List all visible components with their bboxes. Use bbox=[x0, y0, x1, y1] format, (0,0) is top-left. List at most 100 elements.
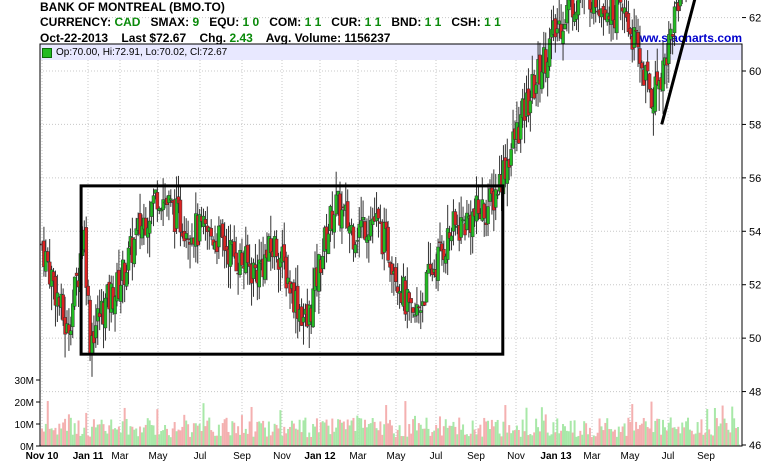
bnd-value: 1 1 bbox=[424, 15, 442, 29]
volume-bar bbox=[563, 426, 566, 446]
volume-bar bbox=[635, 421, 638, 446]
candle-body bbox=[655, 71, 659, 86]
volume-bar bbox=[721, 405, 724, 446]
volume-bar bbox=[317, 432, 320, 446]
volume-bar bbox=[698, 432, 701, 446]
volume-bar bbox=[596, 432, 599, 446]
source-url-link[interactable]: www.siacharts.com bbox=[630, 31, 742, 45]
volume-bar bbox=[117, 426, 120, 446]
volume-bar bbox=[183, 414, 186, 446]
volume-bar bbox=[731, 406, 734, 446]
volume-bar bbox=[458, 417, 461, 446]
volume-bar bbox=[498, 433, 501, 446]
volume-bar bbox=[173, 422, 176, 446]
volume-bar bbox=[135, 428, 138, 446]
candle-body bbox=[245, 244, 250, 263]
volume-bar bbox=[100, 419, 103, 446]
plot-frame bbox=[39, 43, 743, 447]
time-tick-label: Mar bbox=[583, 451, 601, 462]
volume-bar bbox=[125, 418, 128, 446]
ohlc-swatch bbox=[42, 47, 52, 58]
volume-bar bbox=[625, 435, 628, 446]
volume-bar bbox=[723, 418, 726, 446]
volume-bar bbox=[521, 419, 524, 446]
volume-bar bbox=[83, 427, 86, 446]
candle-body bbox=[557, 20, 561, 25]
volume-bar bbox=[214, 435, 217, 446]
volume-bar bbox=[715, 418, 718, 446]
cur-label: CUR: bbox=[331, 15, 362, 29]
bnd-label: BND: bbox=[391, 15, 422, 29]
allocation-row: CURRENCY: CAD SMAX: 9 EQU: 1 0 COM: 1 1 … bbox=[40, 15, 501, 29]
volume-bar bbox=[727, 429, 730, 446]
volume-bar bbox=[271, 431, 274, 446]
volume-bar bbox=[665, 430, 668, 446]
candle-body bbox=[234, 252, 238, 272]
volume-bar bbox=[85, 412, 88, 446]
volume-bar bbox=[502, 421, 505, 446]
volume-bar bbox=[362, 427, 365, 446]
volume-bar bbox=[169, 437, 172, 446]
candle-body bbox=[253, 264, 258, 269]
volume-bar bbox=[237, 426, 240, 446]
candle-body bbox=[126, 247, 131, 271]
volume-bar bbox=[710, 434, 713, 446]
volume-bar bbox=[513, 430, 516, 446]
volume-bar bbox=[569, 420, 572, 446]
candle-body bbox=[351, 226, 356, 250]
volume-bar bbox=[264, 427, 267, 446]
candle-body bbox=[186, 238, 190, 240]
volume-bar bbox=[679, 433, 682, 446]
volume-bar bbox=[437, 428, 440, 446]
price-tick-label: 48 bbox=[749, 387, 761, 399]
price-tick-label: 54 bbox=[749, 226, 761, 238]
volume-bar bbox=[231, 421, 234, 446]
volume-bar bbox=[546, 432, 549, 446]
volume-bar bbox=[588, 427, 591, 446]
volume-bar bbox=[160, 431, 163, 446]
candle-body bbox=[340, 209, 344, 229]
volume-bar bbox=[252, 436, 255, 446]
candle-body bbox=[159, 209, 163, 212]
volume-bar bbox=[364, 419, 367, 446]
volume-bar bbox=[206, 420, 209, 446]
volume-bar bbox=[688, 429, 691, 446]
candle-body bbox=[94, 325, 98, 339]
last-value: $72.67 bbox=[149, 31, 187, 45]
candle-body bbox=[295, 285, 300, 319]
candle-body bbox=[197, 214, 202, 242]
volume-bar bbox=[208, 417, 211, 446]
volume-bar bbox=[233, 422, 236, 446]
plot-area bbox=[40, 44, 742, 446]
candle-body bbox=[638, 48, 642, 64]
volume-bar bbox=[375, 428, 378, 446]
volume-bar bbox=[181, 426, 184, 446]
volume-bar bbox=[648, 428, 651, 446]
volume-bar bbox=[167, 435, 170, 446]
com-label: COM: bbox=[269, 15, 302, 29]
volume-bar bbox=[315, 418, 318, 446]
volume-bar bbox=[396, 429, 399, 446]
volume-bar bbox=[262, 420, 265, 446]
candle-body bbox=[626, 13, 631, 33]
volume-bar bbox=[246, 433, 249, 446]
volume-bar bbox=[604, 422, 607, 446]
volume-bar bbox=[179, 430, 182, 446]
volume-bar bbox=[285, 433, 288, 446]
currency-value: CAD bbox=[114, 15, 141, 29]
candle-body bbox=[645, 61, 650, 72]
volume-bar bbox=[581, 434, 584, 446]
volume-bar bbox=[537, 427, 540, 446]
volume-bar bbox=[75, 433, 78, 446]
volume-bar bbox=[610, 429, 613, 446]
volume-bar bbox=[729, 432, 732, 446]
price-tick-label: 46 bbox=[749, 440, 761, 452]
volume-bar bbox=[50, 428, 53, 446]
candle-body bbox=[678, 0, 683, 7]
time-tick-label: Jul bbox=[662, 451, 675, 462]
candle-body bbox=[72, 276, 77, 307]
volume-bar bbox=[46, 401, 49, 446]
candle-body bbox=[661, 60, 665, 92]
candle-body bbox=[169, 198, 173, 201]
candle-body bbox=[567, 0, 571, 11]
